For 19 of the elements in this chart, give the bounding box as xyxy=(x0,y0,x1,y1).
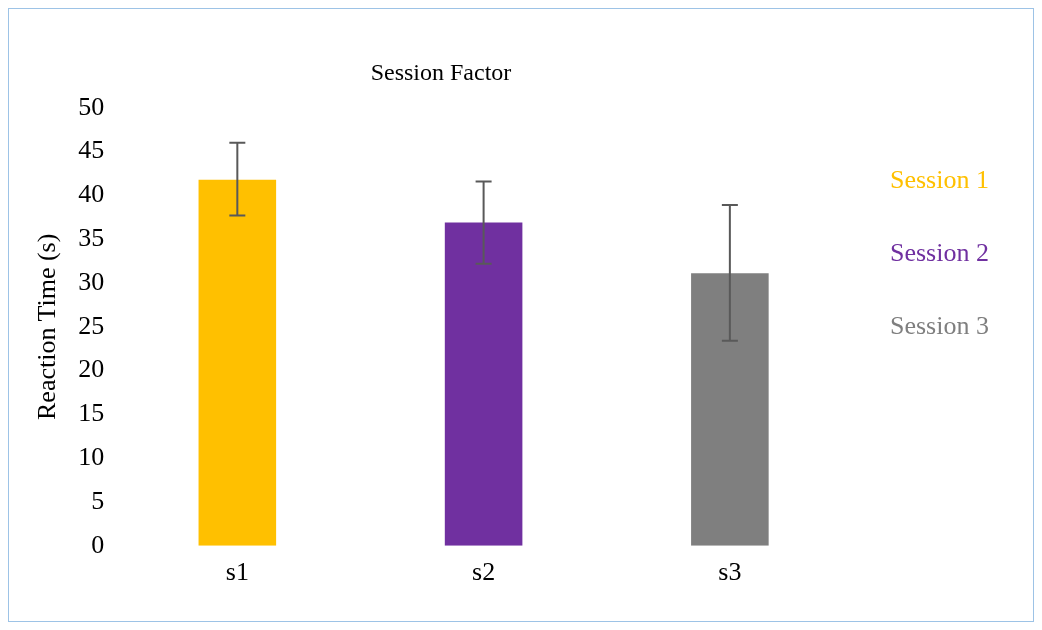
y-tick-label: 45 xyxy=(78,135,105,165)
x-tick-label: s2 xyxy=(472,557,496,587)
y-tick-label: 25 xyxy=(78,310,105,340)
y-tick-label: 35 xyxy=(78,223,105,253)
y-tick-label: 20 xyxy=(78,354,105,384)
text: Session 3 xyxy=(890,310,989,340)
y-tick-label: 5 xyxy=(91,485,105,515)
y-tick-label: 50 xyxy=(78,91,105,121)
y-tick-label: 15 xyxy=(78,398,105,428)
y-axis-title: Reaction Time (s) xyxy=(32,233,62,420)
x-tick-label: s3 xyxy=(718,557,742,587)
x-tick-label: s1 xyxy=(225,557,249,587)
y-tick-label: 10 xyxy=(78,442,105,472)
text: Session 1 xyxy=(890,164,989,194)
chart-title: Session Factor xyxy=(370,58,512,85)
y-tick-label: 40 xyxy=(78,179,105,209)
text: Session 2 xyxy=(890,237,989,267)
y-tick-label: 0 xyxy=(91,529,105,559)
y-tick-label: 30 xyxy=(78,266,105,296)
